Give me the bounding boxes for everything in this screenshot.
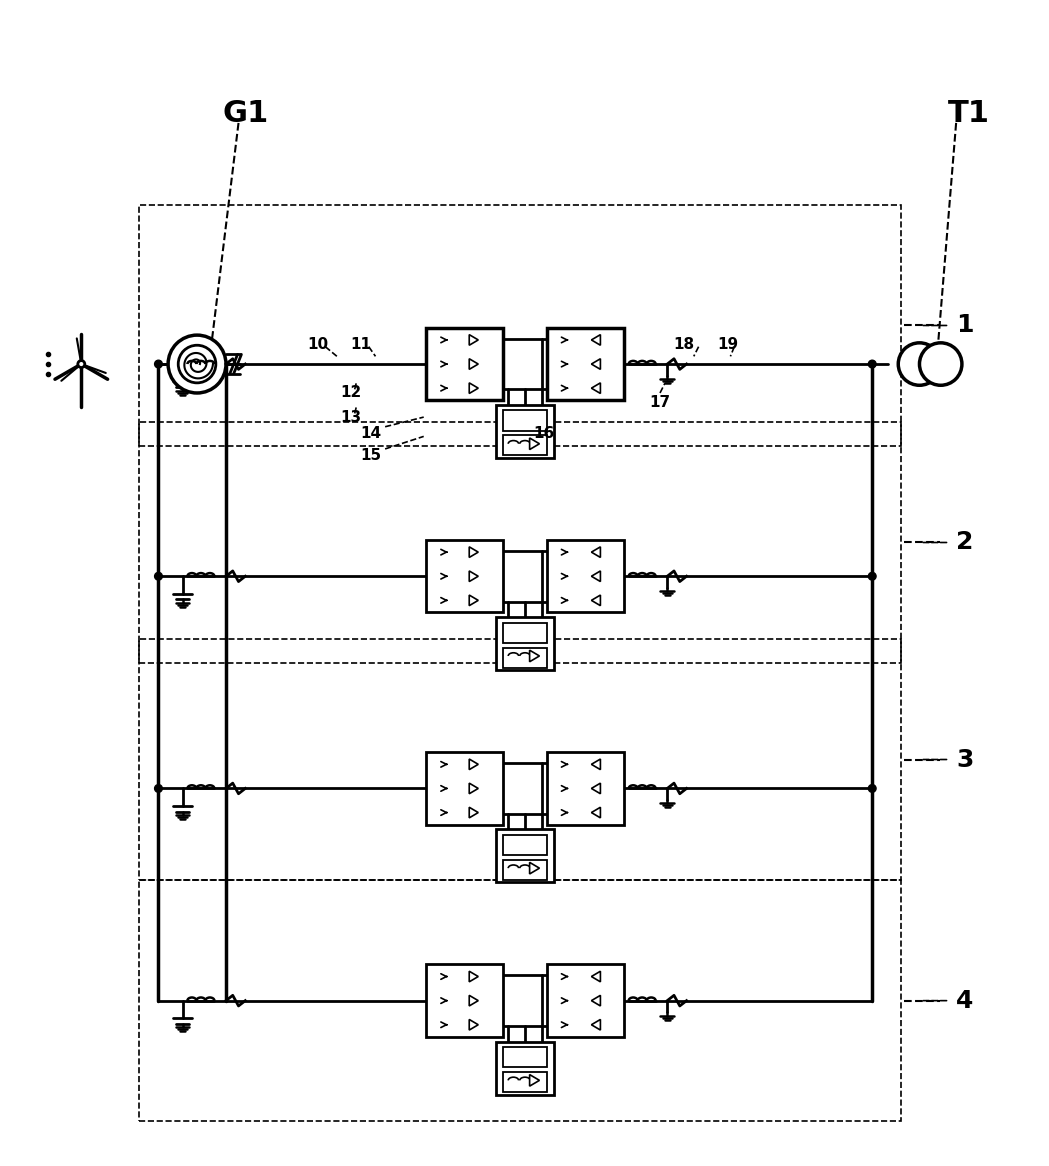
Bar [502, 1072, 547, 1093]
Text: 4: 4 [956, 989, 973, 1012]
Text: 14: 14 [360, 426, 381, 441]
Bar [547, 328, 624, 400]
Text: 17: 17 [649, 395, 670, 410]
Polygon shape [469, 571, 478, 582]
Text: 18: 18 [673, 337, 694, 352]
Polygon shape [592, 971, 600, 982]
Bar [426, 328, 504, 400]
Circle shape [78, 360, 85, 367]
Text: 10: 10 [307, 337, 328, 352]
Circle shape [920, 343, 962, 385]
Polygon shape [469, 1019, 478, 1030]
Text: 15: 15 [360, 448, 381, 463]
Polygon shape [592, 547, 600, 557]
Polygon shape [530, 438, 539, 450]
Circle shape [168, 335, 226, 393]
Bar [547, 752, 624, 824]
Polygon shape [592, 759, 600, 770]
Text: T1: T1 [947, 99, 989, 128]
Polygon shape [530, 863, 539, 874]
Bar [502, 647, 547, 668]
Circle shape [869, 785, 876, 793]
Bar [426, 752, 504, 824]
Text: 2: 2 [956, 531, 973, 555]
Text: 16: 16 [534, 426, 555, 441]
Polygon shape [469, 547, 478, 557]
Circle shape [869, 360, 876, 368]
Circle shape [154, 573, 163, 581]
Text: 12: 12 [341, 386, 362, 400]
Polygon shape [469, 382, 478, 393]
Bar [502, 835, 547, 855]
Polygon shape [469, 807, 478, 817]
Bar [502, 410, 547, 430]
Text: 11: 11 [350, 337, 371, 352]
Polygon shape [592, 571, 600, 582]
Polygon shape [592, 996, 600, 1006]
Circle shape [898, 343, 941, 385]
Circle shape [154, 360, 163, 368]
Text: G1: G1 [222, 99, 269, 128]
Polygon shape [592, 359, 600, 370]
Bar [496, 405, 554, 458]
Bar [547, 540, 624, 612]
Bar [426, 540, 504, 612]
Polygon shape [469, 359, 478, 370]
Text: 19: 19 [716, 337, 738, 352]
Polygon shape [469, 784, 478, 794]
Bar [496, 1041, 554, 1095]
Bar [496, 829, 554, 883]
Polygon shape [469, 971, 478, 982]
Text: 1: 1 [956, 314, 973, 337]
Bar [502, 1047, 547, 1067]
Polygon shape [592, 1019, 600, 1030]
Bar [502, 435, 547, 456]
Circle shape [154, 785, 163, 793]
Circle shape [869, 573, 876, 581]
Polygon shape [530, 651, 539, 662]
Polygon shape [592, 335, 600, 345]
Bar [140, 422, 901, 663]
Polygon shape [592, 595, 600, 605]
Polygon shape [592, 784, 600, 794]
Bar [140, 639, 901, 880]
Bar [502, 623, 547, 642]
Polygon shape [469, 595, 478, 605]
Text: 3: 3 [956, 747, 973, 772]
Polygon shape [592, 807, 600, 817]
Bar [140, 880, 901, 1122]
Polygon shape [530, 1075, 539, 1087]
Bar [502, 859, 547, 880]
Bar [426, 964, 504, 1037]
Bar [547, 964, 624, 1037]
Polygon shape [469, 335, 478, 345]
Bar [496, 617, 554, 670]
Text: 13: 13 [341, 409, 362, 424]
Polygon shape [592, 382, 600, 393]
Bar [140, 205, 901, 447]
Circle shape [178, 345, 216, 382]
Polygon shape [469, 996, 478, 1006]
Polygon shape [469, 759, 478, 770]
